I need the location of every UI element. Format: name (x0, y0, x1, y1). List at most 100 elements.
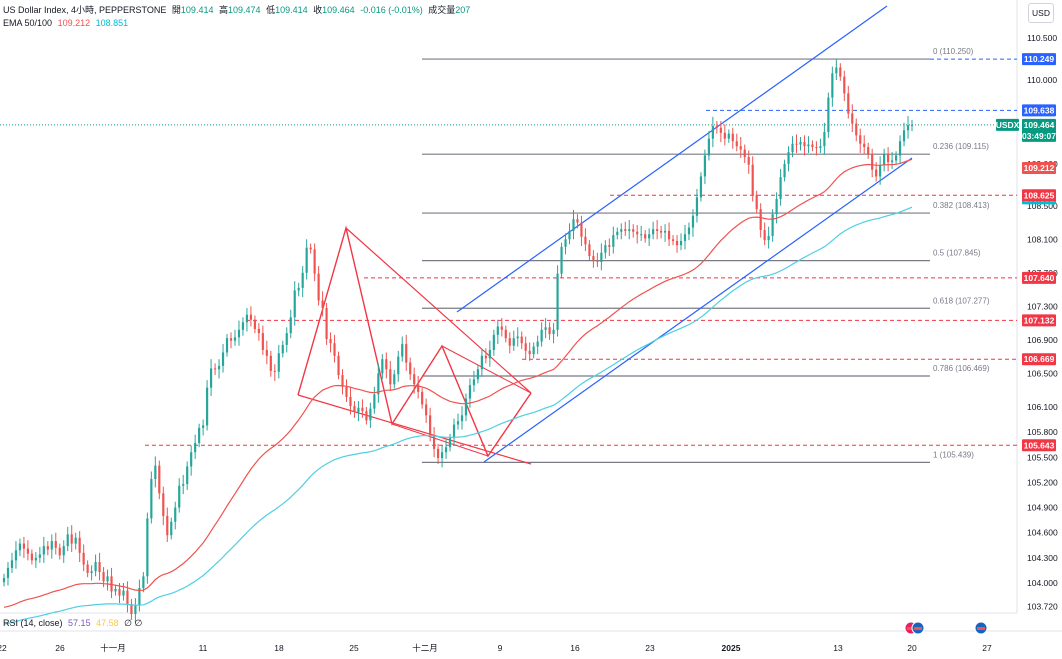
y-tick-label: 106.900 (1027, 335, 1058, 345)
candle-body (245, 314, 249, 323)
candle-body (520, 336, 523, 344)
candle-body (237, 329, 241, 338)
candle-body (26, 548, 29, 554)
candle-body (301, 272, 304, 288)
channel-lower-line (483, 157, 913, 463)
candle-body (580, 222, 583, 237)
ema100-value: 108.851 (95, 18, 129, 28)
candle-body (138, 588, 141, 605)
candle-body (42, 546, 45, 555)
candle-body (18, 543, 22, 551)
candle-body (831, 73, 834, 98)
candle-body (847, 93, 850, 114)
candle-body (345, 386, 348, 397)
price-tag-text: 03:49:07 (1022, 131, 1056, 141)
candle-body (863, 143, 866, 148)
price-tag-text: 109.464 (1024, 120, 1055, 130)
price-tag (1022, 129, 1056, 142)
candle-body (691, 215, 695, 228)
rsi-legend[interactable]: RSI (14, close) 57.15 47.58 ∅ ∅ (3, 617, 145, 629)
candle-body (799, 142, 802, 145)
symbol-legend[interactable]: US Dollar Index, 4小時, PEPPERSTONE 開109.4… (3, 4, 473, 16)
candle-body (10, 560, 14, 568)
candle-body (699, 176, 703, 198)
candle-body (783, 163, 786, 178)
ema50-line (3, 158, 913, 608)
candle-body (317, 273, 320, 301)
volume-label: 成交量 (428, 5, 456, 15)
x-tick-label: 十一月 (100, 643, 126, 653)
currency-button[interactable]: USD (1028, 3, 1054, 23)
candle-body (202, 425, 205, 428)
candle-body (560, 246, 563, 274)
event-flag-stripe (914, 627, 922, 630)
candle-body (82, 552, 85, 565)
candle-body (2, 577, 6, 583)
price-tag (1022, 104, 1056, 117)
y-tick-label: 105.500 (1027, 452, 1058, 462)
y-tick-label: 105.800 (1027, 427, 1058, 437)
candle-body (297, 287, 300, 291)
candle-body (409, 362, 412, 375)
candle-body (413, 374, 416, 385)
y-tick-label: 103.720 (1027, 601, 1058, 611)
candle-body (488, 349, 491, 359)
price-tag-text: 108.625 (1024, 190, 1055, 200)
candle-body (512, 338, 515, 346)
candle-body (90, 571, 93, 573)
open-value: 109.414 (180, 5, 214, 15)
candle-body (285, 333, 288, 345)
candle-body (871, 154, 874, 170)
candle-body (34, 557, 37, 561)
close-value: 109.464 (322, 5, 355, 15)
candle-body (170, 521, 173, 536)
candle-body (433, 436, 436, 449)
candle-body (584, 236, 587, 245)
candle-body (683, 234, 687, 241)
candle-body (373, 394, 376, 409)
fib-level-label: 0.5 (107.845) (933, 249, 981, 258)
candle-body (341, 375, 344, 387)
x-tick-label: 25 (349, 643, 359, 653)
candle-body (190, 452, 193, 467)
candle-body (206, 387, 209, 426)
candle-body (711, 126, 714, 139)
ema-legend[interactable]: EMA 50/100 109.212 108.851 (3, 17, 131, 29)
candle-body (421, 391, 424, 405)
harmonic-pattern (297, 225, 532, 458)
candle-body (887, 153, 890, 163)
candle-body (365, 411, 368, 421)
candle-body (763, 230, 766, 241)
candle-body (496, 326, 499, 335)
candle-body (839, 67, 842, 77)
y-tick-label: 104.600 (1027, 528, 1058, 538)
candle-body (464, 398, 468, 416)
candle-body (94, 562, 97, 572)
fib-level-label: 0.382 (108.413) (933, 201, 990, 210)
candle-body (910, 124, 914, 126)
candle-body (305, 247, 308, 273)
candle-body (739, 146, 742, 150)
price-tag (1022, 353, 1056, 366)
fib-level-label: 0.618 (107.277) (933, 296, 990, 305)
candle-body (843, 76, 846, 94)
candle-body (66, 534, 69, 547)
y-tick-label: 106.500 (1027, 368, 1058, 378)
candle-body (695, 197, 699, 216)
price-tag (1022, 162, 1056, 175)
event-flag-stripe (907, 627, 915, 630)
candle-body (361, 407, 364, 412)
candle-body (703, 155, 707, 177)
candle-body (823, 131, 826, 147)
candle-body (875, 169, 878, 177)
candle-body (309, 247, 312, 250)
candle-body (883, 153, 886, 166)
y-tick-label: 110.000 (1027, 75, 1057, 85)
wedge-upper-line (345, 227, 532, 394)
candle-body (444, 447, 448, 453)
candle-body (859, 135, 862, 144)
candle-body (162, 493, 165, 516)
candle-body (628, 229, 631, 231)
pattern-cd-line (441, 345, 532, 394)
